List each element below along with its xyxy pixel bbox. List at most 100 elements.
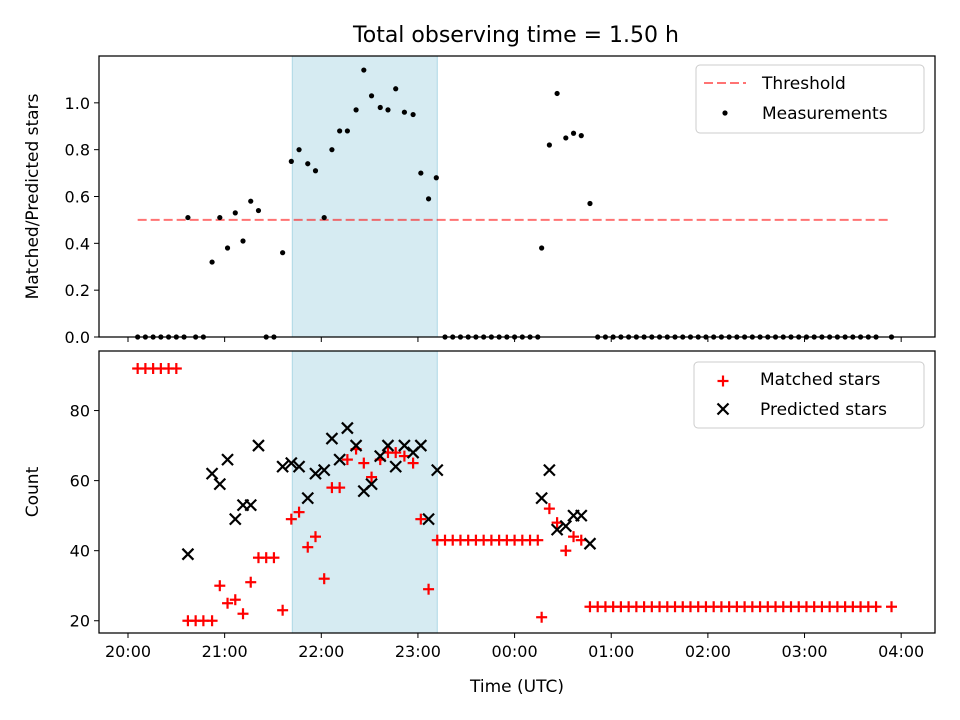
predicted-star-point <box>349 439 363 452</box>
measurement-point <box>353 107 359 113</box>
matched-star-point <box>309 531 321 543</box>
x-marker-b <box>292 460 306 473</box>
predicted-star-point <box>285 456 298 470</box>
legend-threshold-label: Threshold <box>761 74 846 94</box>
predicted-star-point <box>181 547 195 561</box>
measurement-point <box>570 130 577 136</box>
x-marker-b <box>301 491 315 505</box>
shaded-interval-rect <box>291 55 438 338</box>
x-marker-b <box>349 439 363 452</box>
predicted-star-point <box>309 467 322 480</box>
x-marker-b <box>373 449 387 463</box>
measurement-point <box>280 250 286 256</box>
predicted-star-point <box>430 463 444 477</box>
ratio-panel-shaded-interval <box>291 55 438 338</box>
x-marker-b <box>550 523 564 536</box>
legend-predicted-symbol <box>716 402 730 416</box>
x-tick-label: 00:00 <box>492 642 538 661</box>
matched-star-point <box>245 576 257 588</box>
measurement-point <box>368 93 375 99</box>
matched-star-point <box>543 503 555 515</box>
ratio-panel-frame <box>98 55 936 338</box>
y-tick-label: 0.0 <box>65 328 90 347</box>
measurement-point <box>321 214 327 221</box>
measurement-point <box>433 175 439 181</box>
time-x-axis: 20:00 21:00 22:00 23:00 00:00 01:00 02:00 03:00… <box>105 633 924 661</box>
x-marker-b <box>221 453 234 466</box>
measurement-point <box>224 245 231 251</box>
predicted-star-point <box>213 477 227 491</box>
ratio-y-axis-label: Matched/Predicted stars <box>23 93 43 299</box>
ratio-panel: 0.0 0.2 0.4 0.6 0.8 1.0 Matched/Predicted sta… <box>23 55 936 347</box>
predicted-star-point <box>325 432 339 445</box>
predicted-star-point <box>543 463 556 477</box>
predicted-star-point <box>414 439 428 452</box>
x-marker-b <box>213 477 227 491</box>
matched-star-point <box>366 471 378 483</box>
y-tick-label: 40 <box>70 542 90 561</box>
matched-star-point <box>390 447 402 459</box>
matched-star-point <box>268 552 280 564</box>
matched-star-point <box>293 506 305 518</box>
count-legend-box <box>693 361 925 429</box>
matched-star-point <box>560 545 572 557</box>
matched-star-point <box>341 454 353 466</box>
measurement-point <box>587 200 593 207</box>
x-tick-label: 23:00 <box>395 642 441 661</box>
legend-x-marker <box>716 402 730 416</box>
count-y-axis: 20 40 60 80 <box>70 402 99 631</box>
legend-predicted-label: Predicted stars <box>760 400 887 420</box>
ratio-legend: Threshold Measurements <box>695 64 925 134</box>
y-tick-label: 0.2 <box>65 281 90 300</box>
x-marker-b <box>398 439 411 452</box>
legend-plus-marker <box>717 375 729 387</box>
ratio-y-axis: 0.0 0.2 0.4 0.6 0.8 1.0 <box>65 94 99 347</box>
x-marker-b <box>181 547 195 561</box>
predicted-star-point <box>535 491 548 505</box>
predicted-star-point <box>373 449 387 463</box>
x-marker-b <box>583 537 597 550</box>
matched-star-point <box>206 615 218 627</box>
legend-matched-symbol <box>717 375 729 387</box>
predicted-star-point <box>398 439 411 452</box>
matched-star-point <box>407 457 419 469</box>
measurement-point <box>393 86 399 92</box>
matched-star-point <box>532 534 544 546</box>
x-tick-label: 01:00 <box>588 642 634 661</box>
measurement-point <box>578 133 584 139</box>
matched-star-point <box>334 482 346 494</box>
time-x-axis-label: Time (UTC) <box>469 677 564 697</box>
predicted-star-point <box>228 512 242 526</box>
y-tick-label: 80 <box>70 402 90 421</box>
measurement-point <box>255 207 262 214</box>
ratio-legend-box <box>695 64 925 134</box>
predicted-star-point <box>292 460 306 473</box>
predicted-star-point <box>341 421 354 435</box>
measurement-point <box>546 142 552 148</box>
predicted-star-point <box>333 453 346 466</box>
measurement-point <box>329 147 335 153</box>
matched-star-point <box>870 601 882 613</box>
x-tick-label: 02:00 <box>685 642 731 661</box>
y-tick-label: 1.0 <box>65 94 90 113</box>
count-panel-frame <box>98 350 936 634</box>
x-marker-b <box>252 439 265 452</box>
predicted-star-point <box>301 491 315 505</box>
predicted-star-point <box>389 460 402 473</box>
predicted-star-point <box>205 467 219 480</box>
y-tick-label: 0.4 <box>65 234 90 253</box>
x-marker-b <box>244 498 258 512</box>
matched-star-point <box>237 608 249 620</box>
x-marker-b <box>365 477 378 491</box>
x-tick-label: 20:00 <box>105 642 151 661</box>
measurement-point <box>377 104 383 111</box>
legend-matched-label: Matched stars <box>760 370 880 390</box>
matched-star-point <box>214 580 226 592</box>
measurement-point <box>312 168 319 174</box>
ratio-x-axis <box>127 337 902 342</box>
x-marker-b <box>325 432 339 445</box>
x-marker-b <box>574 509 588 522</box>
matched-star-point <box>358 457 370 469</box>
predicted-star-point <box>381 439 395 452</box>
y-tick-label: 0.8 <box>65 141 90 160</box>
